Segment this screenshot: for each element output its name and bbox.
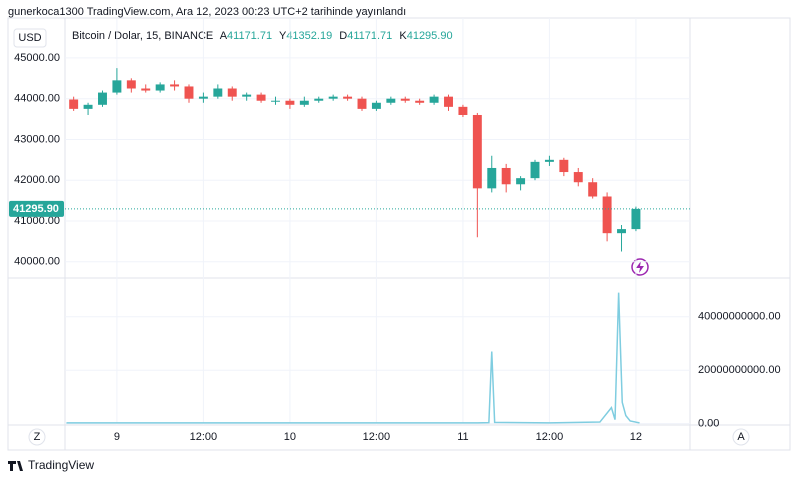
y-tick-label: 42000.00: [14, 174, 60, 186]
candle-body: [198, 96, 208, 99]
x-tick-label: 10: [284, 431, 296, 443]
candle-body: [285, 100, 295, 105]
candle-body: [631, 208, 641, 230]
last-price-tag: [9, 200, 64, 217]
ohlc-key: A: [220, 30, 228, 42]
candle-body: [256, 94, 266, 101]
ohlc-value: 41171.71: [227, 30, 272, 42]
y-tick-label: 41000.00: [14, 215, 60, 227]
ohlc-key: D: [339, 30, 347, 42]
y-tick-label: 43000.00: [14, 133, 60, 145]
candle-body: [458, 106, 468, 115]
candle-body: [530, 161, 540, 179]
candle-body: [155, 84, 165, 91]
y-tick-label: 44000.00: [14, 93, 60, 105]
a-button[interactable]: [732, 428, 750, 446]
x-tick-label: 9: [114, 431, 120, 443]
x-tick-label: 12:00: [536, 431, 564, 443]
y2-tick-label: 0.00: [698, 418, 719, 430]
chart-frame: [7, 17, 791, 451]
ohlc-key: Y: [279, 30, 287, 42]
candle-body: [112, 80, 122, 93]
candle-body: [227, 88, 237, 97]
candle-body: [83, 104, 93, 109]
currency[interactable]: USD: [18, 32, 41, 44]
ohlc-value: 41352.19: [286, 30, 332, 42]
x-tick-label: 12:00: [190, 431, 218, 443]
candle-body: [429, 96, 439, 103]
brand-logo: [8, 461, 23, 471]
y2-tick-label: 40000000000.00: [698, 311, 781, 323]
brand: TradingView: [28, 458, 94, 472]
candle-body: [271, 100, 280, 102]
ohlc-key: K: [399, 30, 407, 42]
y-tick-label: 45000.00: [14, 52, 60, 64]
last-price-label: 41295.90: [13, 203, 59, 215]
candle-body: [170, 84, 180, 87]
candle-body: [357, 98, 367, 109]
candle-body: [487, 167, 497, 189]
x-tick-label: 12: [630, 431, 642, 443]
ohlc-value: 41295.90: [407, 30, 453, 42]
y-tick-label: 40000.00: [14, 256, 60, 268]
currency-button[interactable]: [13, 28, 47, 48]
candle-body: [516, 178, 526, 185]
candle-body: [98, 92, 107, 105]
candle-body: [141, 88, 151, 91]
candle-body: [617, 229, 626, 234]
candle-body: [472, 114, 482, 189]
y2-tick-label: 20000000000.00: [698, 364, 781, 376]
plot: 9 12:00 10 12:00 11 12:00 12 40000.00 41000.00 42…: [9, 18, 781, 443]
volume-line: [66, 292, 640, 424]
candle-body: [69, 99, 79, 109]
candle-body: [242, 94, 252, 97]
z-label[interactable]: Z: [34, 431, 41, 443]
candle-body: [415, 100, 425, 103]
candle-body: [588, 182, 598, 197]
candle-body: [343, 96, 353, 99]
publisher: gunerkoca1300 TradingView.com, Ara 12, 2…: [8, 6, 406, 18]
candle-body: [213, 88, 223, 97]
candle-body: [559, 159, 569, 173]
ohlc-legend: Bitcoin / Dolar, 15, BINANCE A41171.71 Y…: [72, 30, 453, 42]
candle-body: [602, 196, 612, 234]
candle-body: [314, 98, 324, 101]
candle-body: [573, 172, 583, 183]
symbol: Bitcoin / Dolar, 15, BINANCE: [72, 30, 213, 42]
z-button[interactable]: [28, 428, 46, 446]
ohlc-value: 41171.71: [347, 30, 392, 42]
icon-bolt: [636, 261, 644, 273]
candle-body: [328, 96, 338, 99]
x-tick-label: 11: [457, 431, 468, 443]
candle-body: [299, 100, 309, 105]
a-label[interactable]: A: [737, 431, 745, 443]
candle-body: [386, 98, 396, 103]
candle-body: [371, 102, 381, 109]
candle-body: [444, 96, 453, 107]
candle-body: [126, 80, 136, 89]
candle-body: [184, 86, 194, 99]
candle-body: [501, 167, 511, 185]
x-tick-label: 12:00: [363, 431, 391, 443]
candle-body: [400, 98, 410, 101]
candle-body: [544, 159, 554, 162]
